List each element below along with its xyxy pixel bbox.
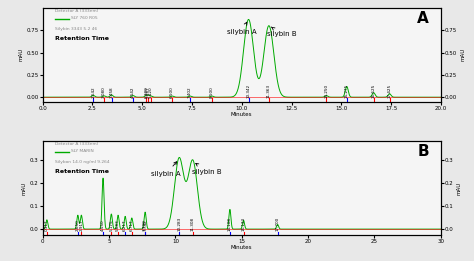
Text: 17.425: 17.425 xyxy=(388,84,392,98)
Text: 7.700: 7.700 xyxy=(143,220,147,231)
Text: 16.625: 16.625 xyxy=(372,84,375,98)
Text: 11.308: 11.308 xyxy=(191,217,195,231)
Text: SLY MARIN: SLY MARIN xyxy=(71,149,93,153)
Text: silybin B: silybin B xyxy=(192,163,222,175)
Y-axis label: mAU: mAU xyxy=(460,48,465,61)
Text: 4.542: 4.542 xyxy=(131,86,135,98)
Text: 11.363: 11.363 xyxy=(267,84,271,98)
Text: 10.283: 10.283 xyxy=(177,217,181,231)
Y-axis label: mAU: mAU xyxy=(22,181,27,195)
Text: SLY 760 R05: SLY 760 R05 xyxy=(71,16,97,20)
Text: Silybin 3343 5.2 46: Silybin 3343 5.2 46 xyxy=(55,27,97,31)
Text: 2.917: 2.917 xyxy=(79,220,83,231)
Text: Silybon 14.0 ng/ml 9.264: Silybon 14.0 ng/ml 9.264 xyxy=(55,160,109,164)
Text: 8.500: 8.500 xyxy=(210,86,214,98)
X-axis label: Minutes: Minutes xyxy=(231,112,253,117)
Text: 15.133: 15.133 xyxy=(242,217,246,231)
Text: 5.420: 5.420 xyxy=(148,86,153,98)
Text: 5.175: 5.175 xyxy=(109,220,113,231)
Text: silybin A: silybin A xyxy=(227,22,256,35)
Text: 3.458: 3.458 xyxy=(109,86,113,98)
Y-axis label: mAU: mAU xyxy=(456,181,462,195)
Text: Detector A (333nm): Detector A (333nm) xyxy=(55,9,98,13)
X-axis label: Minutes: Minutes xyxy=(231,245,253,251)
Text: 14.250: 14.250 xyxy=(324,84,328,98)
Text: silybin A: silybin A xyxy=(151,162,181,177)
Text: 7.402: 7.402 xyxy=(188,86,192,98)
Text: 4.550: 4.550 xyxy=(101,220,105,231)
Text: 6.500: 6.500 xyxy=(170,86,174,98)
Text: silybin B: silybin B xyxy=(267,27,296,37)
Text: 0.317: 0.317 xyxy=(45,220,49,231)
Text: 2.542: 2.542 xyxy=(91,86,95,98)
Text: 14.108: 14.108 xyxy=(228,217,232,231)
Text: Retention Time: Retention Time xyxy=(55,36,109,41)
Text: 6.717: 6.717 xyxy=(130,220,134,231)
Text: 10.342: 10.342 xyxy=(246,84,251,98)
Text: 15.275: 15.275 xyxy=(345,84,349,98)
Text: 2.650: 2.650 xyxy=(76,220,80,231)
Text: 3.080: 3.080 xyxy=(102,86,106,98)
Text: 5.683: 5.683 xyxy=(116,220,120,231)
Text: 5.267: 5.267 xyxy=(146,86,149,98)
Text: B: B xyxy=(417,144,429,159)
Text: 7.742: 7.742 xyxy=(144,220,147,231)
Text: 5.200: 5.200 xyxy=(144,86,148,98)
Text: Detector A (333nm): Detector A (333nm) xyxy=(55,142,98,146)
Text: 17.700: 17.700 xyxy=(275,217,280,231)
Text: 6.217: 6.217 xyxy=(123,220,127,231)
Text: Retention Time: Retention Time xyxy=(55,169,109,174)
Y-axis label: mAU: mAU xyxy=(18,48,24,61)
Text: A: A xyxy=(417,11,429,26)
